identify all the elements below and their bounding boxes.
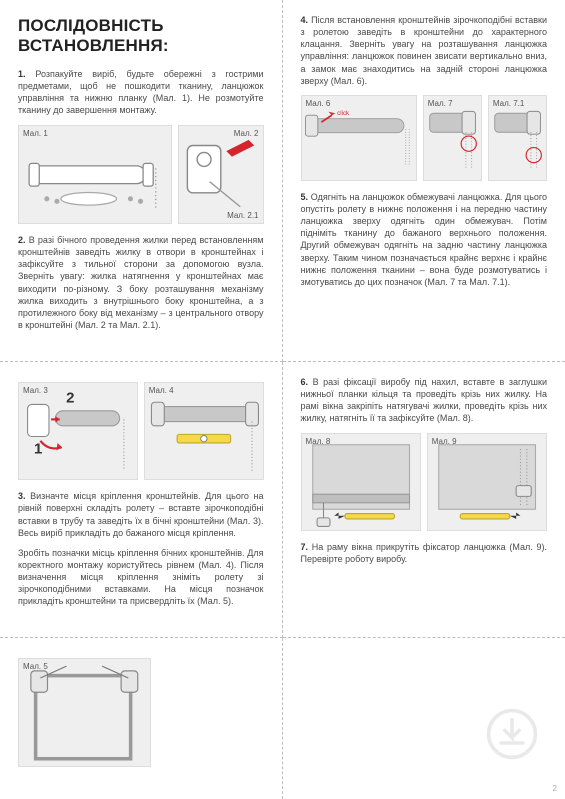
figure-5: Мал. 5 bbox=[18, 658, 151, 767]
figure-6-label: Мал. 6 bbox=[306, 99, 331, 108]
fig-row-1: Мал. 1 Мал. 2 bbox=[18, 125, 264, 224]
figure-71: Мал. 7.1 bbox=[488, 95, 547, 181]
section-steps-4-5: 4. Після встановлення кронштейнів зірочк… bbox=[283, 0, 565, 362]
step-1-text: 1. Розпакуйте виріб, будьте обережні з г… bbox=[18, 68, 264, 117]
figure-1: Мал. 1 bbox=[18, 125, 172, 224]
figure-71-label: Мал. 7.1 bbox=[493, 99, 524, 108]
svg-text:2: 2 bbox=[66, 389, 74, 406]
figure-9: Мал. 9 bbox=[427, 433, 547, 532]
step-3b-body: Зробіть позначки місць кріплення бічних … bbox=[18, 548, 264, 607]
figure-8: Мал. 8 bbox=[301, 433, 421, 532]
step-5-body: Одягніть на ланцюжок обмежувачі ланцюжка… bbox=[301, 192, 548, 287]
step-5-num: 5. bbox=[301, 192, 309, 202]
step-2-num: 2. bbox=[18, 235, 26, 245]
fig-row-3-4: Мал. 3 1 2 Мал. 4 bbox=[18, 382, 264, 480]
step-7-num: 7. bbox=[301, 542, 309, 552]
step-3-body: Визначте місця кріплення кронштейнів. Дл… bbox=[18, 491, 264, 537]
page-title: ПОСЛІДОВНІСТЬ ВСТАНОВЛЕННЯ: bbox=[18, 16, 264, 56]
step-4-num: 4. bbox=[301, 15, 309, 25]
instruction-page: ПОСЛІДОВНІСТЬ ВСТАНОВЛЕННЯ: 1. Розпакуйт… bbox=[0, 0, 565, 799]
section-steps-1-2: ПОСЛІДОВНІСТЬ ВСТАНОВЛЕННЯ: 1. Розпакуйт… bbox=[0, 0, 283, 362]
step-6-text: 6. В разі фіксації виробу під нахил, вст… bbox=[301, 376, 548, 425]
step-1-num: 1. bbox=[18, 69, 26, 79]
section-watermark: 2 bbox=[283, 638, 565, 799]
figure-8-label: Мал. 8 bbox=[306, 437, 331, 446]
step-3b-text: Зробіть позначки місць кріплення бічних … bbox=[18, 547, 264, 608]
section-step-3: Мал. 3 1 2 Мал. 4 bbox=[0, 362, 283, 638]
figure-2-label: Мал. 2 bbox=[234, 129, 259, 138]
figure-5-spacer bbox=[157, 658, 264, 767]
step-3-num: 3. bbox=[18, 491, 26, 501]
step-1-body: Розпакуйте виріб, будьте обережні з гост… bbox=[18, 69, 264, 115]
section-steps-6-7: 6. В разі фіксації виробу під нахил, вст… bbox=[283, 362, 565, 638]
step-2-text: 2. В разі бічного проведення жилки перед… bbox=[18, 234, 264, 331]
figure-1-label: Мал. 1 bbox=[23, 129, 48, 138]
watermark-icon bbox=[485, 707, 539, 761]
click-label: click bbox=[337, 110, 350, 117]
figure-7-label: Мал. 7 bbox=[428, 99, 453, 108]
fig-row-5: Мал. 5 bbox=[18, 658, 264, 767]
step-4-text: 4. Після встановлення кронштейнів зірочк… bbox=[301, 14, 548, 87]
page-number: 2 bbox=[553, 784, 557, 793]
figure-21-label: Мал. 2.1 bbox=[227, 211, 258, 220]
fig-row-8-9: Мал. 8 Мал. 9 bbox=[301, 433, 548, 532]
figure-9-label: Мал. 9 bbox=[432, 437, 457, 446]
figure-6: Мал. 6 click bbox=[301, 95, 417, 181]
step-6-num: 6. bbox=[301, 377, 309, 387]
step-2-body: В разі бічного проведення жилки перед вс… bbox=[18, 235, 264, 330]
figure-5-label: Мал. 5 bbox=[23, 662, 48, 671]
figure-4: Мал. 4 bbox=[144, 382, 264, 480]
step-7-text: 7. На раму вікна прикрутіть фіксатор лан… bbox=[301, 541, 548, 565]
figure-3-label: Мал. 3 bbox=[23, 386, 48, 395]
figure-4-label: Мал. 4 bbox=[149, 386, 174, 395]
step-5-text: 5. Одягніть на ланцюжок обмежувачі ланцю… bbox=[301, 191, 548, 288]
step-7-body: На раму вікна прикрутіть фіксатор ланцюж… bbox=[301, 542, 548, 564]
step-6-body: В разі фіксації виробу під нахил, вставт… bbox=[301, 377, 548, 423]
section-figure-5: Мал. 5 bbox=[0, 638, 283, 799]
figure-7: Мал. 7 bbox=[423, 95, 482, 181]
figure-3: Мал. 3 1 2 bbox=[18, 382, 138, 480]
figure-2: Мал. 2 Мал. 2.1 bbox=[178, 125, 264, 224]
fig-row-6-7: Мал. 6 click Мал. 7 bbox=[301, 95, 548, 181]
step-4-body: Після встановлення кронштейнів зірочкопо… bbox=[301, 15, 548, 86]
step-3-text: 3. Визначте місця кріплення кронштейнів.… bbox=[18, 490, 264, 539]
